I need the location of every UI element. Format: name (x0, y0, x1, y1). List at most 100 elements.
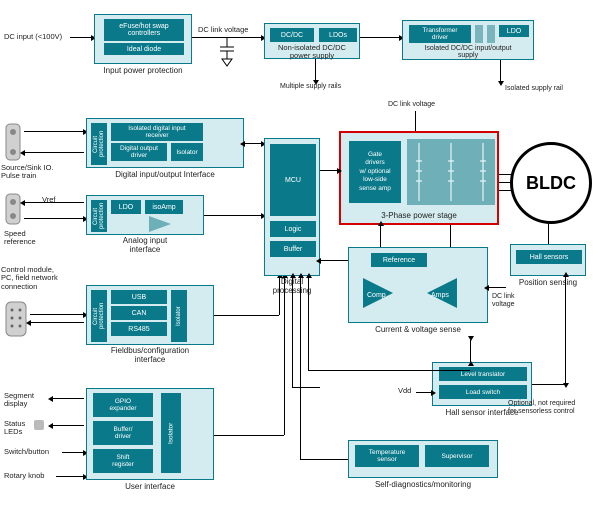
xfmr-icon (475, 25, 495, 43)
fieldbus-container: Circuitprotection USB CAN RS485 Isolator… (86, 285, 214, 345)
led-icon (34, 420, 44, 430)
arrow (24, 131, 84, 132)
arrow (308, 277, 309, 370)
arrow (320, 260, 348, 261)
dio-caption: Digital input/output Interface (87, 170, 243, 179)
switch-label: Switch/button (4, 448, 49, 456)
non-iso-container: DC/DC LDOs Non-isolated DC/DCpower suppl… (264, 23, 360, 59)
optional-label: Optional, not requiredfor sensorless con… (508, 400, 575, 415)
arrow (499, 174, 513, 175)
opamp-icon (149, 216, 173, 232)
analog-circuit-block: Circuitprotection (91, 200, 107, 232)
dp-container: MCU Logic Buffer Digitalprocessing (264, 138, 320, 276)
capacitor-icon (220, 37, 234, 67)
ui-gpio-block: GPIOexpander (93, 393, 153, 417)
buffer-block: Buffer (270, 241, 316, 257)
input-power-container: eFuse/hot swapcontrollers Ideal diode In… (94, 14, 192, 64)
io-connector-icon (4, 122, 22, 162)
arrow (308, 370, 320, 371)
arrow (360, 37, 400, 38)
db9-icon (4, 300, 28, 338)
arrow (320, 370, 470, 371)
ui-shift-block: Shiftregister (93, 449, 153, 473)
arrow (30, 314, 84, 315)
fb-circuit-block: Circuitprotection (91, 290, 107, 342)
efuse-block: eFuse/hot swapcontrollers (104, 19, 184, 41)
iso-supply-container: Transformerdriver LDO Isolated DC/DC inp… (402, 20, 534, 60)
selfdiag-container: Temperaturesensor Supervisor Self-diagno… (348, 440, 498, 478)
svg-text:Comp: Comp (367, 292, 386, 299)
xfmr-block: Transformerdriver (409, 25, 471, 43)
logic-block: Logic (270, 221, 316, 237)
arrow (300, 459, 348, 460)
fb-caption: Fieldbus/configurationinterface (87, 346, 213, 364)
arrow (52, 425, 84, 426)
power-stage-caption: 3-Phase power stage (341, 211, 497, 220)
svg-text:Amps: Amps (431, 292, 449, 299)
control-module-label: Control module,PC, field networkconnecti… (1, 266, 58, 291)
arrow (214, 315, 279, 316)
arrow (30, 322, 84, 323)
rotary-label: Rotary knob (4, 472, 44, 480)
position-container: Hall sensors Position sensing (510, 244, 586, 276)
arrow (315, 59, 316, 81)
hall-block: Hall sensors (516, 250, 582, 264)
arrow (204, 215, 262, 216)
vdd-label: Vdd (398, 387, 411, 395)
fb-rs485-block: RS485 (111, 322, 167, 336)
arrow (300, 277, 301, 459)
cv-caption: Current & voltage sense (349, 325, 487, 334)
multiple-rails-label: Multiple supply rails (280, 83, 341, 91)
dc-link-label: DC link voltage (198, 26, 248, 34)
speed-ref-label: Speedreference (4, 230, 36, 247)
arrow (320, 170, 338, 171)
seg-label: Segmentdisplay (4, 392, 34, 409)
analog-ldo-block: LDO (111, 200, 141, 214)
arrow (470, 340, 471, 362)
ldos-block: LDOs (319, 28, 357, 42)
position-caption: Position sensing (511, 278, 585, 287)
selfdiag-caption: Self-diagnostics/monitoring (349, 480, 497, 489)
analog-caption: Analog inputinterface (87, 236, 203, 254)
cv-container: Reference Comp Amps Current & voltage se… (348, 247, 488, 323)
ui-caption: User interface (87, 482, 213, 491)
dio-circuit-block: Circuitprotection (91, 123, 107, 165)
arrow (488, 287, 506, 288)
arrow (499, 190, 513, 191)
mcu-block: MCU (270, 144, 316, 216)
vref-label: Vref (42, 196, 55, 204)
phase-legs-icon (407, 139, 495, 205)
arrow (416, 392, 432, 393)
power-stage-container: Gatedriversw/ optionallow-sidesense amp … (339, 131, 499, 225)
dio-isolator-block: Isolator (171, 143, 203, 161)
status-label: StatusLEDs (4, 420, 25, 437)
arrow (292, 277, 293, 387)
analog-connector-icon (4, 192, 22, 226)
ideal-diode-block: Ideal diode (104, 43, 184, 55)
fb-isolator-block: Isolator (171, 290, 187, 342)
arrow (532, 384, 566, 385)
fb-can-block: CAN (111, 306, 167, 320)
dcdc-block: DC/DC (270, 28, 314, 42)
arrow (52, 398, 84, 399)
dio-container: Circuitprotection Isolated digital input… (86, 118, 244, 168)
arrow (24, 202, 84, 203)
arrow (565, 276, 566, 384)
dio-receiver-block: Isolated digital inputreceiver (111, 123, 203, 141)
fb-usb-block: USB (111, 290, 167, 304)
arrow (499, 182, 511, 183)
dc-link3-label: DC linkvoltage (492, 293, 515, 308)
dc-input-label: DC input (<100V) (4, 33, 62, 41)
arrow (548, 224, 549, 244)
arrow (244, 143, 262, 144)
gate-block: Gatedriversw/ optionallow-sidesense amp (349, 141, 401, 203)
arrow (24, 152, 84, 153)
ui-buffer-block: Buffer/driver (93, 421, 153, 445)
arrow (292, 387, 320, 388)
iso-supply-caption: Isolated DC/DC input/outputsupply (403, 45, 533, 60)
arrow (284, 277, 285, 435)
sup-block: Supervisor (425, 445, 489, 467)
arrow (450, 225, 451, 247)
arrow (62, 452, 84, 453)
bldc-circle: BLDC (510, 142, 592, 224)
